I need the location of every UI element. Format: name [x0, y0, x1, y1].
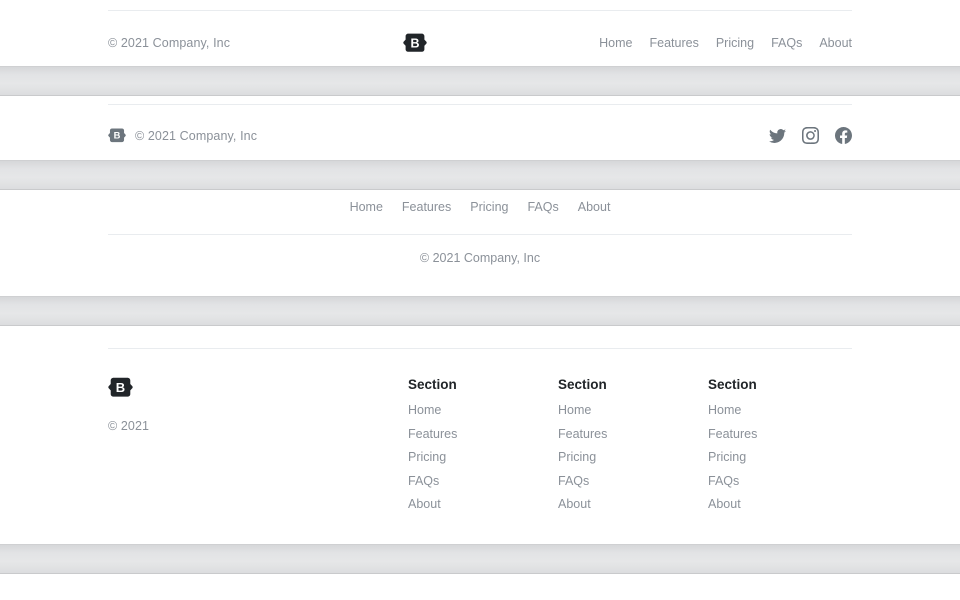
list-item: Home [708, 401, 858, 419]
twitter-icon[interactable] [769, 127, 786, 144]
column-links: Home Features Pricing FAQs About [558, 401, 708, 513]
nav-link-about[interactable]: About [408, 497, 441, 511]
column-links: Home Features Pricing FAQs About [708, 401, 858, 513]
footer-nav: Home Features Pricing FAQs About [599, 36, 852, 50]
bootstrap-logo-icon[interactable]: B [108, 128, 126, 143]
list-item: FAQs [408, 472, 558, 490]
nav-link-faqs[interactable]: FAQs [771, 35, 803, 50]
list-item: About [708, 495, 858, 513]
simple-footer: © 2021 Company, Inc B Home Features Pric… [108, 10, 852, 60]
nav-link-features[interactable]: Features [558, 426, 608, 441]
link-columns: Section Home Features Pricing FAQs About… [408, 377, 858, 513]
link-column: Section Home Features Pricing FAQs About [558, 377, 708, 513]
bootstrap-logo-icon[interactable]: B [108, 377, 133, 398]
list-item: FAQs [558, 472, 708, 490]
social-footer: B © 2021 Company, Inc [108, 104, 852, 152]
list-item: Home [558, 401, 708, 419]
nav-link-home[interactable]: Home [708, 403, 742, 417]
nav-link-about[interactable]: About [708, 497, 741, 511]
column-heading: Section [558, 377, 607, 392]
svg-text:B: B [116, 380, 125, 395]
centered-footer: Home Features Pricing FAQs About © 2021 … [108, 200, 852, 280]
instagram-icon[interactable] [802, 127, 819, 144]
nav-link-home[interactable]: Home [408, 403, 442, 417]
copyright-text: © 2021 [108, 419, 150, 433]
nav-link-features[interactable]: Features [649, 35, 699, 50]
list-item: Features [558, 425, 708, 443]
column-heading: Section [408, 377, 457, 392]
brand-column: B © 2021 [108, 377, 408, 513]
svg-text:B: B [114, 131, 121, 141]
nav-link-pricing[interactable]: Pricing [470, 200, 509, 214]
list-item: Features [708, 425, 858, 443]
copyright-text: © 2021 Company, Inc [419, 251, 541, 265]
list-item: About [408, 495, 558, 513]
footer-nav: Home Features Pricing FAQs About [108, 200, 852, 235]
nav-link-pricing[interactable]: Pricing [408, 450, 447, 464]
section-separator-band [0, 296, 960, 326]
brand-line: B © 2021 Company, Inc [108, 128, 257, 143]
list-item: Pricing [408, 448, 558, 466]
list-item: Home [408, 401, 558, 419]
link-column: Section Home Features Pricing FAQs About [708, 377, 858, 513]
nav-link-features[interactable]: Features [401, 200, 452, 214]
nav-link-pricing[interactable]: Pricing [708, 450, 747, 464]
list-item: Pricing [558, 448, 708, 466]
list-item: Pricing [708, 448, 858, 466]
nav-link-pricing[interactable]: Pricing [558, 450, 597, 464]
nav-link-home[interactable]: Home [599, 35, 633, 50]
nav-link-about[interactable]: About [819, 35, 852, 50]
link-column: Section Home Features Pricing FAQs About [408, 377, 558, 513]
column-links: Home Features Pricing FAQs About [408, 401, 558, 513]
columns-footer: B © 2021 Section Home Features Pricing F… [108, 348, 852, 513]
nav-link-faqs[interactable]: FAQs [558, 473, 590, 488]
nav-link-pricing[interactable]: Pricing [715, 35, 755, 50]
bootstrap-logo-icon[interactable]: B [402, 33, 427, 53]
nav-link-features[interactable]: Features [408, 426, 458, 441]
nav-link-home[interactable]: Home [349, 200, 383, 214]
nav-link-faqs[interactable]: FAQs [408, 473, 440, 488]
nav-link-faqs[interactable]: FAQs [527, 200, 559, 214]
facebook-icon[interactable] [835, 127, 852, 144]
svg-text:B: B [410, 36, 419, 50]
nav-link-faqs[interactable]: FAQs [708, 473, 740, 488]
social-links [769, 127, 852, 144]
section-separator-band [0, 66, 960, 96]
nav-link-about[interactable]: About [558, 497, 591, 511]
column-heading: Section [708, 377, 757, 392]
nav-link-about[interactable]: About [577, 200, 611, 214]
nav-link-home[interactable]: Home [558, 403, 592, 417]
list-item: Features [408, 425, 558, 443]
list-item: FAQs [708, 472, 858, 490]
nav-link-features[interactable]: Features [708, 426, 758, 441]
copyright-text: © 2021 Company, Inc [135, 128, 258, 143]
list-item: About [558, 495, 708, 513]
copyright-text: © 2021 Company, Inc [108, 35, 231, 50]
section-separator-band [0, 544, 960, 574]
section-separator-band [0, 160, 960, 190]
